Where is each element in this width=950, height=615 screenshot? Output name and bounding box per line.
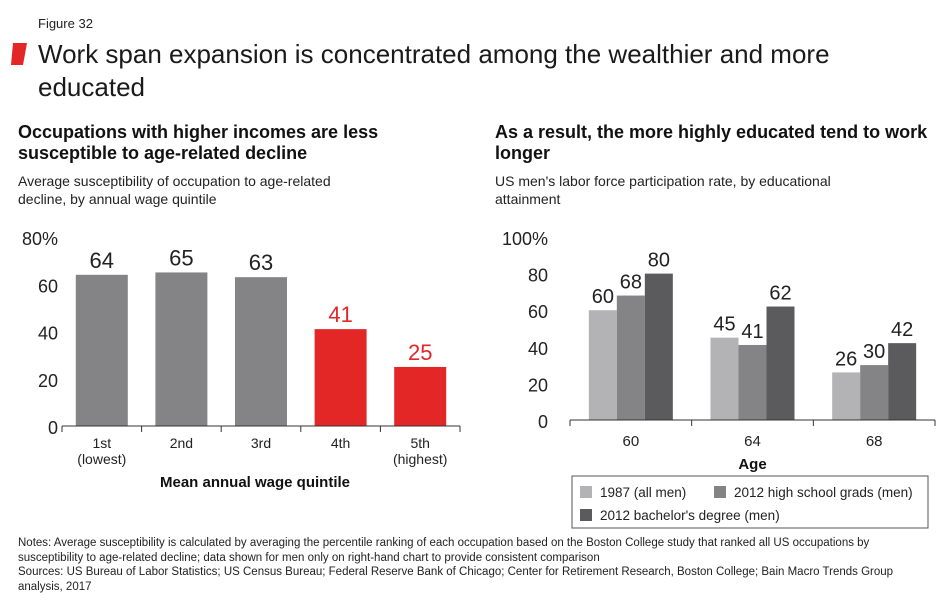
data-label: 63	[249, 250, 273, 275]
accent-flag-icon	[11, 43, 27, 65]
bar	[738, 344, 767, 420]
x-tick-label: 60	[622, 433, 639, 450]
legend-swatch	[714, 486, 726, 498]
bar	[314, 329, 367, 426]
legend-label: 1987 (all men)	[600, 485, 686, 500]
bar	[75, 274, 128, 426]
data-label: 65	[169, 245, 193, 270]
y-tick-label: 0	[538, 412, 548, 432]
legend-swatch	[580, 486, 592, 498]
legend-label: 2012 high school grads (men)	[734, 485, 913, 500]
x-tick-label: 3rd	[251, 435, 271, 451]
y-tick-label: 60	[528, 302, 548, 322]
x-tick-label: 68	[866, 433, 883, 450]
y-tick-label: 80%	[22, 229, 58, 249]
bar	[766, 306, 795, 420]
data-label: 30	[863, 341, 885, 363]
bar	[588, 310, 617, 420]
x-tick-label: 2nd	[170, 435, 193, 451]
bar	[710, 337, 739, 420]
data-label: 60	[592, 286, 614, 308]
y-tick-label: 100%	[502, 229, 548, 249]
left-chart-title: Occupations with higher incomes are less…	[18, 122, 379, 163]
legend-box	[571, 475, 929, 529]
data-label: 45	[713, 314, 735, 336]
y-tick-label: 20	[528, 375, 548, 395]
y-tick-label: 40	[528, 339, 548, 359]
labor-participation-bar-chart: 0 20 40 60 80 100% 60 68 80 60 45 41 62 64 26 30 42 68 Age…	[502, 229, 936, 529]
left-chart-subtitle: Average susceptibility of occupation to …	[18, 173, 331, 207]
bar	[860, 365, 889, 420]
bar	[888, 343, 917, 420]
x-tick-label: 1st (lowest)	[77, 435, 126, 467]
right-chart-title: As a result, the more highly educated te…	[495, 122, 928, 163]
bar	[832, 372, 861, 420]
bar	[644, 273, 673, 420]
x-axis-title: Age	[738, 456, 766, 473]
figure-label: Figure 32	[38, 16, 93, 31]
data-label: 41	[328, 302, 352, 327]
data-label: 26	[835, 348, 857, 370]
right-chart-subtitle: US men's labor force participation rate,…	[495, 173, 831, 207]
data-label: 68	[620, 272, 642, 294]
wage-quintile-bar-chart: 0 20 40 60 80% 64 1st (lowest) 65 2nd 63 3rd 41 4th 25…	[22, 229, 461, 491]
data-label: 80	[648, 250, 670, 272]
page-title: Work span expansion is concentrated amon…	[38, 39, 830, 102]
bar	[155, 272, 208, 426]
y-tick-label: 20	[38, 371, 58, 391]
data-label: 25	[408, 340, 432, 365]
y-tick-label: 40	[38, 324, 58, 344]
bar	[235, 277, 287, 426]
notes-text: Notes: Average susceptibility is calcula…	[18, 537, 870, 564]
data-label: 64	[90, 248, 114, 273]
x-tick-label: 64	[744, 433, 761, 450]
sources-text: Sources: US Bureau of Labor Statistics; …	[18, 566, 894, 593]
x-axis-title: Mean annual wage quintile	[160, 474, 350, 491]
x-tick-label: 5th (highest)	[393, 435, 447, 467]
x-tick-label: 4th	[331, 435, 350, 451]
data-label: 41	[741, 321, 763, 343]
legend-label: 2012 bachelor's degree (men)	[600, 508, 780, 523]
notes-block: Notes: Average susceptibility is calcula…	[18, 536, 933, 594]
y-tick-label: 80	[528, 266, 548, 286]
data-label: 42	[891, 319, 913, 341]
bar	[616, 295, 645, 420]
y-tick-label: 0	[48, 418, 58, 438]
y-tick-label: 60	[38, 276, 58, 296]
bar	[394, 366, 447, 426]
data-label: 62	[769, 283, 791, 305]
legend-swatch	[580, 509, 592, 521]
